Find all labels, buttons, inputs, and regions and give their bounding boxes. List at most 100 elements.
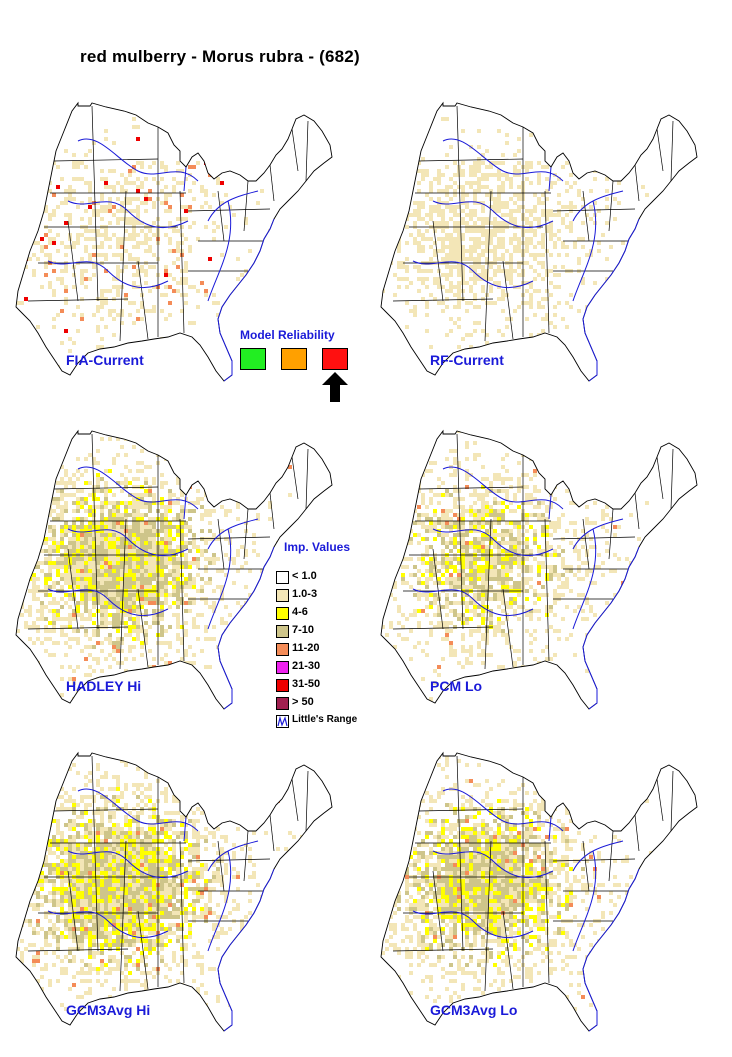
importance-cell	[48, 549, 52, 553]
importance-cell	[84, 859, 88, 863]
importance-cell	[501, 609, 505, 613]
importance-cell	[188, 165, 192, 169]
importance-cell	[72, 521, 76, 525]
importance-cell	[148, 839, 152, 843]
importance-cell	[465, 473, 469, 477]
importance-cell	[32, 549, 36, 553]
importance-cell	[445, 237, 449, 241]
importance-cell	[208, 257, 212, 261]
importance-cell	[172, 557, 176, 561]
importance-cell	[44, 617, 48, 621]
importance-cell	[72, 609, 76, 613]
importance-cell	[236, 549, 240, 553]
importance-cell	[64, 149, 68, 153]
importance-cell	[196, 501, 200, 505]
importance-cell	[108, 843, 112, 847]
importance-cell	[577, 605, 581, 609]
importance-cell	[557, 437, 561, 441]
importance-cell	[36, 585, 40, 589]
importance-cell	[64, 481, 68, 485]
importance-cell	[220, 851, 224, 855]
importance-cell	[481, 241, 485, 245]
importance-cell	[32, 541, 36, 545]
importance-cell	[152, 815, 156, 819]
importance-cell	[381, 505, 385, 509]
importance-cell	[108, 533, 112, 537]
importance-cell	[413, 241, 417, 245]
importance-cell	[497, 617, 501, 621]
importance-cell	[36, 629, 40, 633]
importance-cell	[409, 557, 413, 561]
importance-cell	[120, 601, 124, 605]
importance-cell	[188, 509, 192, 513]
importance-cell	[545, 217, 549, 221]
importance-cell	[453, 285, 457, 289]
importance-cell	[88, 481, 92, 485]
importance-cell	[421, 501, 425, 505]
importance-cell	[72, 847, 76, 851]
importance-cell	[457, 249, 461, 253]
importance-cell	[196, 545, 200, 549]
importance-cell	[501, 597, 505, 601]
importance-cell	[453, 449, 457, 453]
importance-cell	[124, 657, 128, 661]
importance-cell	[88, 525, 92, 529]
importance-cell	[465, 201, 469, 205]
importance-cell	[76, 629, 80, 633]
importance-cell	[449, 537, 453, 541]
importance-cell	[184, 621, 188, 625]
littles-range-line	[442, 466, 564, 510]
importance-cell	[429, 517, 433, 521]
state-boundary	[305, 120, 309, 182]
importance-cell	[224, 839, 228, 843]
importance-cell	[377, 281, 381, 285]
importance-cell	[152, 525, 156, 529]
importance-cell	[100, 529, 104, 533]
importance-cell	[108, 525, 112, 529]
importance-cell	[557, 237, 561, 241]
state-boundary	[67, 220, 79, 302]
importance-cell	[56, 613, 60, 617]
importance-cell	[76, 601, 80, 605]
importance-cell	[24, 561, 28, 565]
importance-cell	[477, 241, 481, 245]
importance-cell	[232, 649, 236, 653]
importance-cell	[481, 573, 485, 577]
importance-cell	[196, 835, 200, 839]
importance-cell	[441, 605, 445, 609]
importance-cell	[509, 369, 513, 373]
importance-cell	[421, 493, 425, 497]
importance-cell	[441, 533, 445, 537]
importance-cell	[565, 581, 569, 585]
importance-cell	[168, 501, 172, 505]
importance-cell	[473, 573, 477, 577]
importance-cell	[88, 217, 92, 221]
importance-cell	[96, 561, 100, 565]
importance-cell	[124, 529, 128, 533]
importance-cell	[88, 717, 92, 721]
importance-cell	[485, 177, 489, 181]
importance-cell	[148, 505, 152, 509]
importance-cell	[565, 637, 569, 641]
importance-cell	[16, 677, 20, 681]
importance-cell	[64, 641, 68, 645]
importance-cell	[617, 557, 621, 561]
importance-cell	[192, 783, 196, 787]
importance-cell	[417, 201, 421, 205]
importance-cell	[429, 601, 433, 605]
importance-cell	[60, 807, 64, 811]
importance-cell	[32, 241, 36, 245]
importance-cell	[525, 261, 529, 265]
importance-cell	[116, 549, 120, 553]
importance-cell	[72, 493, 76, 497]
importance-cell	[172, 525, 176, 529]
importance-cell	[44, 205, 48, 209]
importance-cell	[124, 501, 128, 505]
importance-cell	[449, 529, 453, 533]
importance-cell	[112, 513, 116, 517]
importance-cell	[144, 541, 148, 545]
importance-cell	[497, 573, 501, 577]
importance-cell	[445, 601, 449, 605]
importance-cell	[545, 197, 549, 201]
importance-cell	[60, 533, 64, 537]
